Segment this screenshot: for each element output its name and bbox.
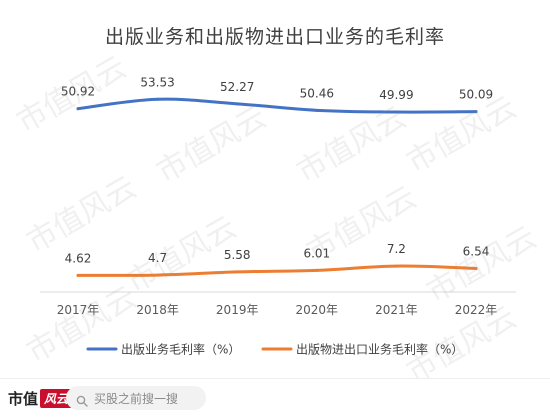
x-tick-label: 2019年 bbox=[216, 303, 259, 317]
data-point-s2-6 bbox=[474, 266, 478, 270]
data-point-s1-1 bbox=[76, 107, 80, 111]
data-label: 50.46 bbox=[300, 86, 334, 100]
legend-label-1: 出版业务毛利率（%） bbox=[121, 342, 240, 357]
data-label: 4.7 bbox=[148, 251, 167, 265]
brand-logo[interactable]: 市值 风云 bbox=[8, 387, 73, 409]
data-point-s1-2 bbox=[156, 97, 160, 101]
data-label: 6.54 bbox=[463, 244, 490, 258]
data-label: 4.62 bbox=[65, 251, 92, 265]
search-icon bbox=[76, 392, 88, 407]
data-point-s1-5 bbox=[394, 110, 398, 114]
brand-badge: 风云 bbox=[40, 388, 73, 408]
search-placeholder: 买股之前搜一搜 bbox=[94, 391, 179, 406]
data-label: 50.92 bbox=[61, 85, 95, 99]
x-tick-label: 2020年 bbox=[296, 303, 339, 317]
data-point-s2-5 bbox=[394, 264, 398, 268]
footer-bar: 市值 风云 买股之前搜一搜 bbox=[0, 378, 550, 417]
data-label: 5.58 bbox=[224, 248, 251, 262]
data-point-s1-3 bbox=[235, 102, 239, 106]
data-point-s1-6 bbox=[474, 110, 478, 114]
data-point-s1-4 bbox=[315, 108, 319, 112]
data-point-s2-4 bbox=[315, 268, 319, 272]
data-point-s2-2 bbox=[156, 273, 160, 277]
data-point-s2-1 bbox=[76, 273, 80, 277]
x-tick-label: 2022年 bbox=[455, 303, 498, 317]
x-tick-label: 2018年 bbox=[136, 303, 179, 317]
series-line-1 bbox=[76, 97, 478, 114]
chart-card: 出版业务和出版物进出口业务的毛利率 2017年 2018年 2019年 2020年 20… bbox=[11, 26, 543, 391]
data-label: 53.53 bbox=[140, 75, 174, 89]
x-tick-label: 2017年 bbox=[57, 303, 100, 317]
x-tick-label: 2021年 bbox=[375, 303, 418, 317]
legend-label-2: 出版物进出口业务毛利率（%） bbox=[296, 342, 463, 357]
chart-title: 出版业务和出版物进出口业务的毛利率 bbox=[104, 26, 445, 48]
search-box[interactable]: 买股之前搜一搜 bbox=[66, 386, 206, 410]
data-label: 50.09 bbox=[459, 88, 493, 102]
data-label: 52.27 bbox=[220, 80, 254, 94]
data-label: 7.2 bbox=[387, 242, 406, 256]
data-label: 6.01 bbox=[303, 246, 330, 260]
brand-name: 市值 bbox=[8, 389, 39, 408]
series-line-2 bbox=[76, 264, 478, 277]
data-label: 49.99 bbox=[379, 88, 413, 102]
data-point-s2-3 bbox=[235, 270, 239, 274]
line-chart: 2017年 2018年 2019年 2020年 2021年 2022年 50.92 53.53… bbox=[40, 75, 516, 357]
